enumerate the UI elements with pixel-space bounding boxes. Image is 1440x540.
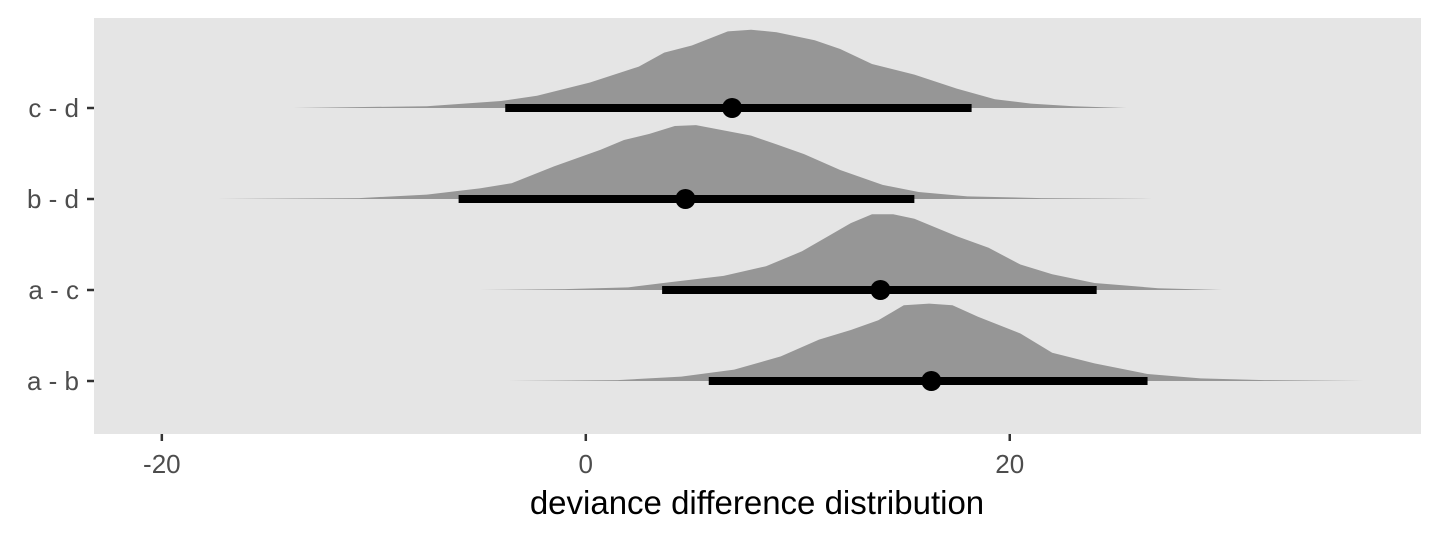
density-cd [161,29,1199,109]
y-tick-label-bd: b - d [27,184,79,214]
x-axis: -20 0 20 [143,434,1024,479]
point-layer [675,98,942,391]
x-tick-label-2: 20 [995,449,1024,479]
y-tick-label-ab: a - b [27,366,79,396]
density-ac [361,214,1324,290]
x-tick-label-1: 0 [579,449,593,479]
point-ac [870,280,891,300]
density-ab [369,303,1364,381]
y-axis: c - d b - d a - c a - b [27,93,94,396]
x-axis-title: deviance difference distribution [530,484,984,521]
y-tick-label-cd: c - d [28,93,79,123]
density-layer [161,29,1364,381]
x-tick-label-0: -20 [143,449,181,479]
point-bd [675,189,696,209]
point-ab [921,371,942,391]
y-tick-label-ac: a - c [28,275,79,305]
point-cd [722,98,743,118]
density-bd [216,125,1152,199]
